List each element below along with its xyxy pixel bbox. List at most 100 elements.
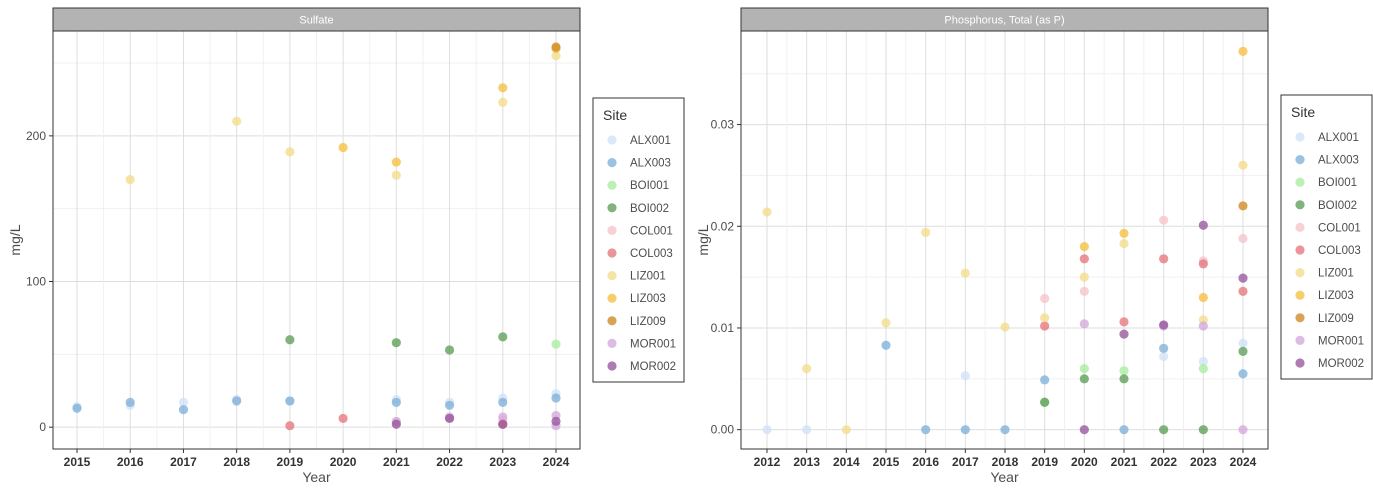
legend-key-mor001 — [1295, 335, 1305, 345]
point-mor002 — [444, 413, 455, 424]
x-tick-label: 2018 — [992, 455, 1019, 469]
point-liz003 — [1238, 46, 1248, 56]
legend-label: BOI001 — [1318, 177, 1357, 189]
x-tick-label: 2019 — [277, 455, 304, 469]
point-liz003 — [1079, 242, 1089, 252]
point-col003 — [1040, 321, 1050, 331]
point-mor002 — [551, 416, 561, 426]
x-tick-label: 2023 — [1190, 455, 1217, 469]
x-tick-label: 2022 — [1150, 455, 1177, 469]
legend-label: BOI001 — [630, 180, 669, 192]
point-col003 — [1238, 286, 1248, 296]
legend-label: LIZ009 — [1318, 313, 1354, 325]
gridlines — [741, 31, 1268, 449]
legend-label: COL003 — [1318, 245, 1361, 257]
legend-label: LIZ003 — [630, 293, 666, 305]
legend-key-liz003 — [607, 293, 617, 303]
point-liz001 — [1238, 160, 1248, 170]
legend-label: MOR002 — [630, 361, 676, 373]
point-boi001 — [1079, 364, 1089, 374]
legend-key-boi002 — [1295, 200, 1305, 210]
legend-key-alx001 — [1295, 132, 1305, 142]
x-tick-label: 2020 — [1071, 455, 1098, 469]
point-mor002 — [1119, 329, 1129, 339]
legend-label: MOR001 — [1318, 335, 1364, 347]
point-liz001 — [1079, 272, 1089, 282]
legend-key-alx001 — [607, 135, 617, 145]
legend-key-col003 — [1295, 245, 1305, 255]
legend-key-mor002 — [607, 361, 617, 371]
x-tick-label: 2024 — [1230, 455, 1257, 469]
point-liz001 — [881, 318, 891, 328]
point-alx003 — [232, 396, 242, 406]
point-col001 — [1159, 215, 1169, 225]
x-tick-label: 2021 — [1111, 455, 1138, 469]
point-boi002 — [391, 338, 401, 348]
point-mor001 — [1079, 319, 1089, 329]
legend-label: BOI002 — [1318, 200, 1357, 212]
point-col001 — [1238, 233, 1248, 244]
point-col003 — [1159, 254, 1169, 264]
y-tick-label: 200 — [26, 129, 46, 143]
point-boi002 — [285, 335, 295, 345]
x-tick-label: 2016 — [912, 455, 939, 469]
y-tick-label: 0 — [39, 420, 46, 434]
x-tick-label: 2021 — [383, 455, 410, 469]
point-alx003 — [125, 397, 135, 407]
point-liz001 — [391, 170, 401, 180]
legend-key-boi001 — [607, 180, 617, 190]
point-liz001 — [921, 227, 931, 237]
x-tick-label: 2013 — [793, 455, 820, 469]
point-liz003 — [338, 142, 348, 153]
legend-label: LIZ003 — [1318, 290, 1354, 302]
legend-label: ALX001 — [630, 135, 671, 147]
point-liz009 — [551, 42, 561, 52]
point-alx003 — [881, 340, 891, 350]
legend-key-liz009 — [607, 316, 617, 326]
legend-key-liz009 — [1295, 313, 1305, 323]
point-boi001 — [1198, 364, 1208, 374]
point-boi001 — [551, 339, 561, 349]
legend-key-boi001 — [1295, 177, 1305, 187]
facet-strip-title: Phosphorus, Total (as P) — [944, 15, 1064, 27]
x-tick-label: 2015 — [64, 455, 91, 469]
x-axis-title: Year — [990, 469, 1019, 485]
x-axis-title: Year — [302, 469, 331, 485]
legend-label: ALX003 — [1318, 155, 1359, 167]
point-alx003 — [444, 400, 455, 410]
facet-strip — [740, 7, 1269, 32]
point-liz001 — [762, 207, 772, 217]
legend-key-liz003 — [1295, 290, 1305, 300]
y-tick-label: 0.02 — [711, 219, 735, 233]
point-liz003 — [391, 157, 401, 167]
point-liz001 — [551, 51, 561, 61]
y-tick-label: 0.03 — [711, 118, 735, 132]
point-alx001 — [960, 371, 970, 381]
data-points — [72, 42, 561, 431]
point-alx003 — [1040, 375, 1050, 385]
point-alx003 — [498, 397, 508, 407]
x-tick-label: 2012 — [754, 455, 781, 469]
point-liz001 — [1119, 238, 1129, 249]
legend-label: COL001 — [1318, 222, 1361, 234]
legend-key-boi002 — [607, 203, 617, 213]
point-mor002 — [1159, 320, 1169, 330]
x-tick-label: 2024 — [543, 455, 570, 469]
point-boi002 — [1198, 425, 1208, 435]
point-boi002 — [1238, 346, 1248, 356]
data-points — [762, 46, 1248, 435]
point-mor002 — [1238, 273, 1248, 283]
legend-key-alx003 — [607, 158, 617, 168]
point-boi002 — [1159, 425, 1169, 435]
y-tick-label: 0.01 — [711, 321, 735, 335]
x-tick-label: 2023 — [489, 455, 516, 469]
legend-label: LIZ009 — [630, 316, 666, 328]
point-mor001 — [498, 412, 508, 422]
legend-label: LIZ001 — [1318, 268, 1354, 280]
x-tick-label: 2022 — [436, 455, 463, 469]
legend-box — [592, 97, 685, 383]
legend-title: Site — [1291, 104, 1315, 120]
point-mor002 — [391, 419, 401, 429]
